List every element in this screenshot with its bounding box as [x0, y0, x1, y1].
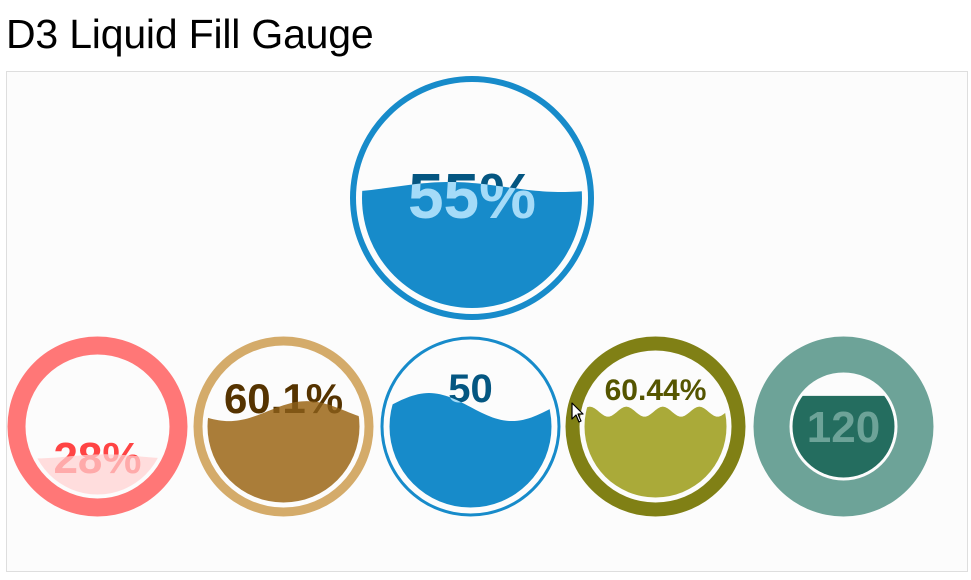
gauge-olive: 60.44% 60.44%	[565, 336, 746, 517]
gauge-wave	[792, 395, 895, 478]
gauge-main: 55% 55%	[350, 76, 594, 320]
gauge-teal: 120 120	[753, 336, 934, 517]
page-title: D3 Liquid Fill Gauge	[6, 11, 374, 57]
gauge-wave	[362, 182, 582, 308]
gauge-blue: 50 50	[380, 336, 561, 517]
gauge-brown: 60.1% 60.1%	[193, 336, 374, 517]
gauge-value-text-wave: 28%	[53, 434, 141, 483]
gauge-wave	[207, 401, 360, 503]
gauge-value-text: 60.44%	[605, 374, 707, 407]
gauge-ring	[753, 336, 934, 517]
gauge-red: 28% 28%	[7, 336, 188, 517]
gauge-value-text-wave: 55%	[408, 160, 536, 232]
gauge-wave	[584, 406, 727, 498]
mouse-cursor-icon	[571, 402, 584, 423]
gauge-wave	[389, 393, 552, 508]
gauge-wave	[29, 454, 166, 495]
gauge-value-text-wave: 120	[807, 403, 880, 452]
